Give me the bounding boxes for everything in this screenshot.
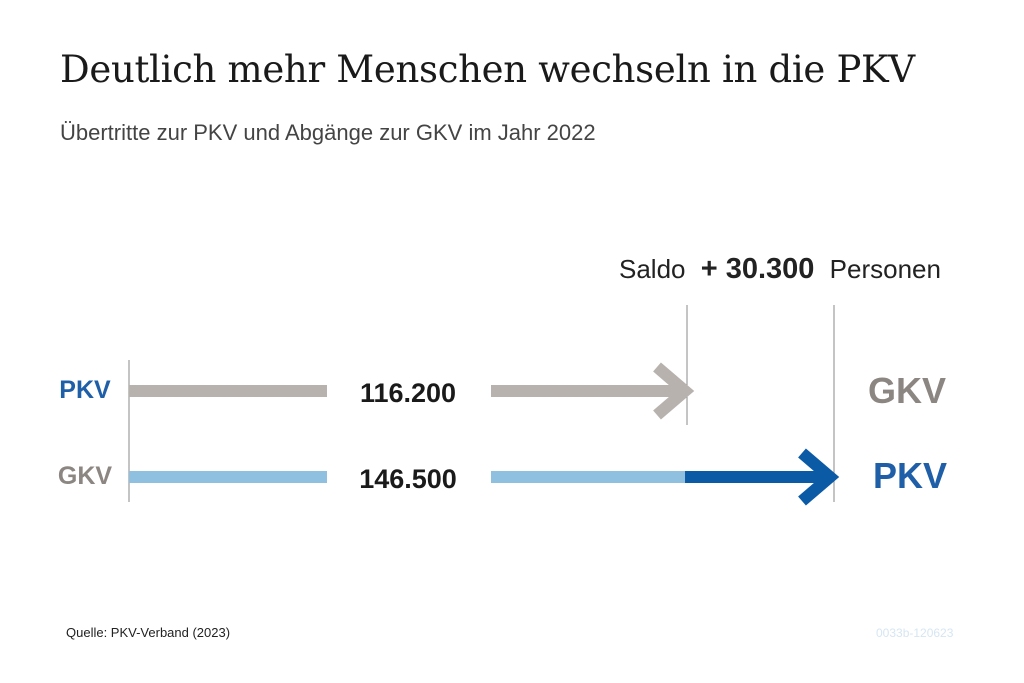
chart-code: 0033b-120623 — [876, 626, 954, 640]
balance-value: + 30.300 — [701, 253, 815, 285]
balance-annotation: Saldo + 30.300 Personen — [619, 253, 941, 285]
chart-subtitle: Übertritte zur PKV und Abgänge zur GKV i… — [60, 120, 596, 145]
balance-prefix: Saldo — [619, 254, 686, 284]
row1-value-label: 116.200 — [360, 378, 456, 408]
row1-to-label: GKV — [868, 370, 946, 411]
row2-from-label: GKV — [58, 462, 113, 490]
row2-arrowhead — [798, 448, 840, 506]
row1-from-label: PKV — [59, 376, 111, 404]
row2-to-label: PKV — [873, 455, 947, 496]
row2-value-label: 146.500 — [359, 464, 457, 494]
source-note: Quelle: PKV-Verband (2023) — [66, 625, 231, 640]
chart-title: Deutlich mehr Menschen wechseln in die P… — [60, 48, 915, 91]
row1-arrowhead — [653, 362, 695, 420]
balance-unit: Personen — [830, 254, 941, 284]
